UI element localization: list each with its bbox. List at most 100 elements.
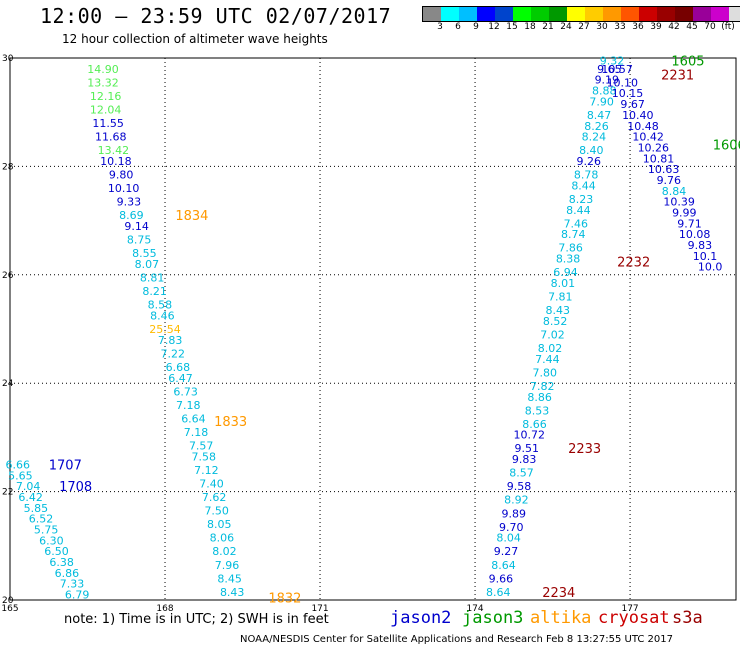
color-scale-label: 24	[560, 22, 572, 32]
color-swatch	[423, 7, 441, 21]
wave-height-value: 12.16	[90, 90, 122, 103]
lon-tick-label: 168	[156, 604, 173, 614]
wave-height-value: 9.27	[494, 545, 519, 558]
wave-height-value: 10.15	[612, 87, 644, 100]
lon-tick-label: 171	[311, 604, 328, 614]
pass-number-label: 1833	[214, 415, 247, 430]
wave-height-value: 10.0	[698, 261, 723, 274]
wave-height-value: 8.44	[571, 179, 596, 192]
lat-tick-label: 28	[2, 162, 14, 172]
wave-height-value: 7.83	[158, 334, 183, 347]
wave-height-value: 6.47	[168, 372, 193, 385]
wave-height-value: 7.62	[202, 491, 227, 504]
wave-height-value: 7.80	[533, 366, 558, 379]
wave-height-value: 10.48	[627, 120, 659, 133]
wave-height-value: 8.64	[486, 586, 511, 599]
pass-number-label: 2234	[542, 586, 575, 601]
wave-height-value: 10.1	[693, 250, 718, 263]
color-swatch	[531, 7, 549, 21]
legend-entry-cryosat: cryosat	[598, 608, 670, 628]
wave-height-value: 8.78	[574, 169, 599, 182]
color-swatch	[639, 7, 657, 21]
map-subtitle: 12 hour collection of altimeter wave hei…	[62, 32, 328, 46]
wave-height-value: 10.08	[679, 228, 711, 241]
wave-height-value: 9.66	[489, 572, 514, 585]
wave-height-value: 6.86	[55, 567, 80, 580]
wave-height-value: 10.39	[663, 196, 695, 209]
wave-height-value: 8.26	[584, 120, 609, 133]
wave-height-value: 8.38	[556, 253, 581, 266]
color-scale-label: 30	[596, 22, 608, 32]
color-scale-label: 36	[632, 22, 644, 32]
lon-tick-label: 177	[621, 604, 638, 614]
wave-height-value: 7.81	[548, 290, 573, 303]
wave-height-value: 8.44	[566, 204, 591, 217]
wave-height-value: 10.81	[643, 152, 675, 165]
color-swatch	[567, 7, 585, 21]
wave-height-value: 7.96	[215, 559, 240, 572]
wave-height-value: 8.92	[504, 494, 529, 507]
wave-height-value: 9.32	[600, 55, 625, 68]
wave-height-value: 7.02	[540, 328, 565, 341]
legend-entry-jason3: jason3	[462, 608, 524, 628]
wave-height-value: 7.04	[16, 480, 41, 493]
wave-height-value: 6.50	[44, 545, 69, 558]
map-title: 12:00 — 23:59 UTC 02/07/2017	[40, 4, 392, 28]
wave-height-value: 5.75	[34, 524, 59, 537]
wave-height-value: 8.74	[561, 228, 586, 241]
wave-height-value: 11.55	[92, 117, 124, 130]
pass-number-label: 2233	[568, 442, 601, 457]
legend-entry-s3a: s3a	[672, 608, 703, 628]
wave-height-value: 8.57	[509, 467, 534, 480]
color-scale-label: 6	[455, 22, 461, 32]
wave-height-value: 7.18	[176, 399, 201, 412]
wave-height-value: 7.86	[558, 242, 583, 255]
wave-height-value: 7.18	[184, 426, 209, 439]
pass-number-label: 2232	[617, 255, 650, 270]
pass-number-label: 1832	[268, 591, 301, 606]
wave-height-value: 6.38	[49, 556, 74, 569]
color-swatch	[675, 7, 693, 21]
color-scale-label: 15	[506, 22, 518, 32]
color-scale-label: 42	[668, 22, 680, 32]
wave-height-value: 7.90	[589, 95, 614, 108]
color-swatch	[729, 7, 740, 21]
wave-height-value: 10.40	[622, 109, 654, 122]
wave-height-value: 9.67	[620, 98, 645, 111]
wave-height-value: 9.83	[512, 453, 537, 466]
color-swatch	[693, 7, 711, 21]
color-swatch	[459, 7, 477, 21]
wave-height-value: 8.01	[551, 277, 576, 290]
wave-height-value: 8.88	[592, 85, 617, 98]
wave-height-value: 9.51	[514, 442, 539, 455]
color-swatch	[549, 7, 567, 21]
wave-height-value: 8.52	[543, 315, 568, 328]
wave-height-value: 8.53	[525, 404, 550, 417]
wave-height-value: 14.90	[87, 63, 119, 76]
wave-height-value: 6.52	[29, 513, 54, 526]
wave-height-value: 8.40	[579, 144, 604, 157]
wave-height-value: 7.44	[535, 353, 560, 366]
wave-height-value: 8.47	[587, 109, 612, 122]
wave-height-value: 12.04	[90, 103, 122, 116]
wave-height-value: 8.02	[538, 342, 563, 355]
wave-height-value: 8.21	[142, 285, 167, 298]
pass-number-label: 1707	[49, 459, 82, 474]
wave-height-value: 10.57	[601, 63, 633, 76]
wave-height-value: 6.42	[18, 491, 43, 504]
color-scale-label: (ft)	[721, 22, 735, 32]
wave-height-value: 8.05	[207, 518, 232, 531]
wave-height-value: 8.24	[582, 131, 607, 144]
wave-height-value: 10.18	[100, 155, 132, 168]
wave-height-value: 7.40	[199, 477, 224, 490]
color-scale-label: 70	[704, 22, 716, 32]
units-note: note: 1) Time is in UTC; 2) SWH is in fe…	[64, 612, 329, 627]
wave-height-value: 9.19	[595, 74, 620, 87]
color-swatch	[585, 7, 603, 21]
wave-height-value: 13.42	[98, 144, 130, 157]
legend-entry-jason2: jason2	[390, 608, 452, 628]
wave-height-value: 9.99	[672, 206, 697, 219]
wave-height-value: 8.43	[545, 304, 570, 317]
wave-height-value: 10.10	[108, 182, 140, 195]
